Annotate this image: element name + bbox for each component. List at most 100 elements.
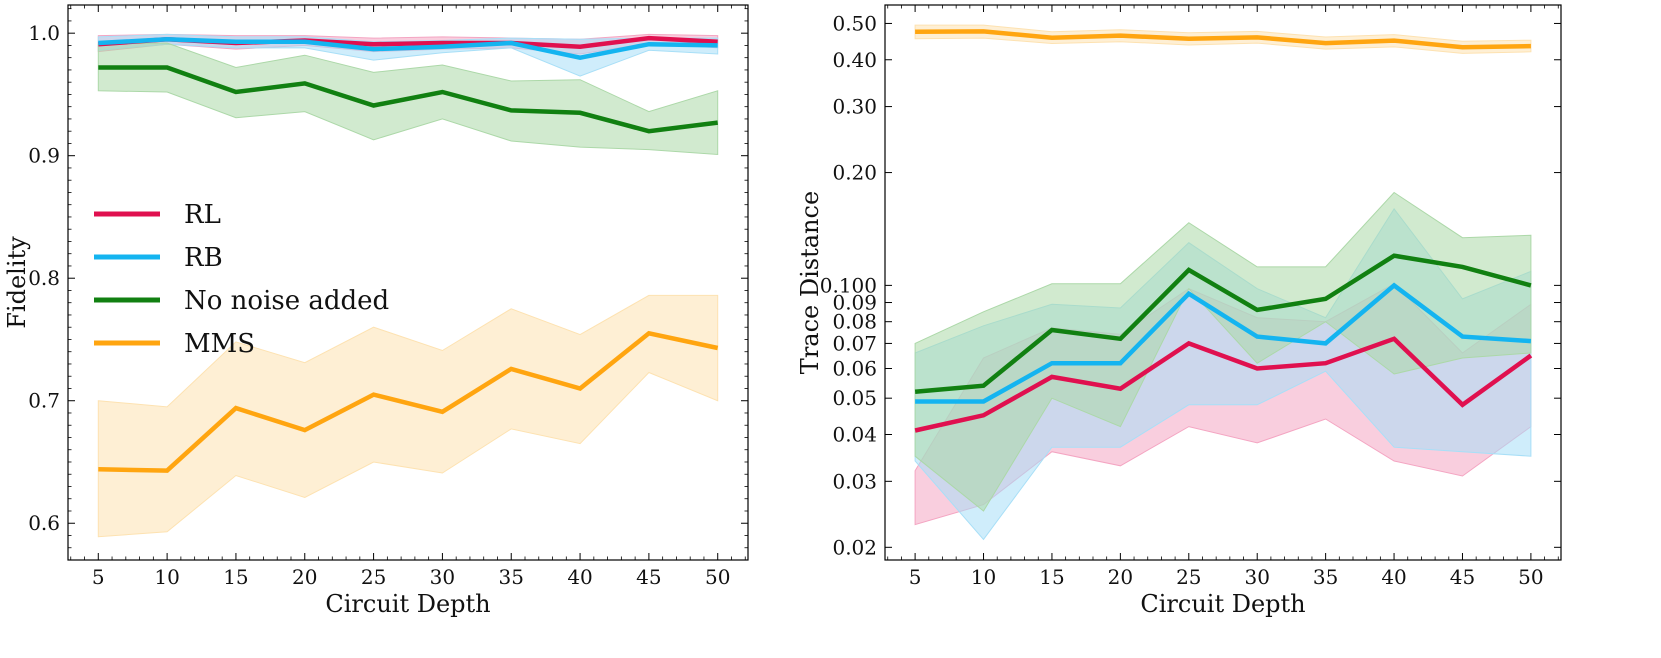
y-tick-label: 0.06 [832, 357, 877, 381]
y-tick-label: 0.08 [832, 310, 877, 334]
x-tick-label: 30 [430, 565, 455, 589]
rb-line [915, 282, 1532, 404]
plot-frame [884, 4, 1562, 561]
mms-point [1460, 45, 1464, 49]
rb-point [981, 399, 985, 403]
x-tick-label: 5 [909, 565, 922, 589]
mms-point [234, 406, 238, 410]
rl-point [1529, 353, 1533, 357]
rb-point [716, 43, 720, 47]
no-noise-added-point [440, 90, 444, 94]
mms-point [165, 468, 169, 472]
rl-point [1323, 361, 1327, 365]
rb-point [1529, 339, 1533, 343]
mms-point [1255, 35, 1259, 39]
x-tick-label: 25 [1176, 565, 1201, 589]
x-axis-label: Circuit Depth [325, 590, 490, 618]
x-tick-label: 50 [1518, 565, 1543, 589]
y-tick-label: 0.02 [832, 535, 877, 559]
rl-point [1118, 387, 1122, 391]
mms-point [913, 30, 917, 34]
rl-point [1187, 341, 1191, 345]
rb-point [1392, 283, 1396, 287]
legend-label-mms: MMS [184, 329, 255, 359]
rl-point [1392, 337, 1396, 341]
x-tick-label: 35 [499, 565, 524, 589]
x-tick-label: 45 [1450, 565, 1475, 589]
no-noise-added-point [716, 120, 720, 124]
no-noise-added-line [98, 65, 718, 134]
x-tick-label: 40 [1381, 565, 1406, 589]
no-noise-added-point [578, 111, 582, 115]
x-tick-label: 35 [1313, 565, 1338, 589]
plot-frame [67, 4, 749, 561]
mms-point [1050, 36, 1054, 40]
no-noise-added-point [1118, 337, 1122, 341]
mms-line [98, 330, 719, 473]
x-tick-label: 5 [92, 565, 105, 589]
rb-point [647, 42, 651, 46]
x-tick-label: 50 [705, 565, 730, 589]
y-tick-label: 0.07 [832, 331, 877, 355]
mms-confidence-band [97, 294, 719, 538]
y-tick-label: 0.20 [832, 161, 877, 185]
x-tick-label: 30 [1244, 565, 1269, 589]
rb-point [303, 40, 307, 44]
x-tick-label: 10 [154, 565, 179, 589]
rb-point [509, 41, 513, 45]
rb-point [1323, 341, 1327, 345]
x-tick-label: 15 [223, 565, 248, 589]
y-tick-label: 0.03 [832, 469, 877, 493]
y-tick-label: 0.40 [832, 48, 877, 72]
rb-point [1118, 361, 1122, 365]
rb-point [1460, 334, 1464, 338]
no-noise-added-point [96, 65, 100, 69]
y-tick-label: 0.30 [832, 95, 877, 119]
rb-line [98, 37, 718, 60]
mms-point [96, 467, 100, 471]
rl-point [913, 428, 917, 432]
mms-point [1392, 38, 1396, 42]
y-tick-label: 1.0 [28, 21, 60, 45]
y-tick-label: 0.7 [28, 389, 60, 413]
mms-point [981, 29, 985, 33]
rb-point [1255, 334, 1259, 338]
no-noise-added-point [647, 129, 651, 133]
no-noise-added-point [234, 90, 238, 94]
y-tick-label: 0.04 [832, 423, 877, 447]
y-tick-label: 0.09 [832, 291, 877, 315]
x-tick-label: 20 [292, 565, 317, 589]
x-tick-label: 20 [1108, 565, 1133, 589]
no-noise-added-point [1460, 265, 1464, 269]
rb-point [440, 45, 444, 49]
mms-point [440, 410, 444, 414]
y-tick-label: 0.100 [820, 273, 877, 297]
mms-point [647, 331, 651, 335]
rb-point [165, 37, 169, 41]
no-noise-added-point [165, 65, 169, 69]
mms-point [578, 386, 582, 390]
rl-point [1460, 403, 1464, 407]
no-noise-added-point [303, 81, 307, 85]
mms-point [1187, 37, 1191, 41]
no-noise-added-point [913, 390, 917, 394]
x-tick-label: 10 [971, 565, 996, 589]
rb-point [578, 56, 582, 60]
no-noise-added-point [1529, 283, 1533, 287]
rl-point [981, 413, 985, 417]
x-tick-label: 45 [636, 565, 661, 589]
mms-point [1323, 41, 1327, 45]
rl-line [914, 336, 1533, 433]
fidelity-panel: 5 10 15 20 25 30 35 40 45 50 0.6 0.7 0.8 0.9 1.0 Circui… [3, 4, 749, 618]
y-tick-label: 0.6 [28, 511, 60, 535]
y-axis-label: Trace Distance [796, 191, 824, 374]
rl-point [647, 36, 651, 40]
rb-point [96, 41, 100, 45]
no-noise-added-point [1392, 254, 1396, 258]
no-noise-added-line [914, 253, 1532, 395]
y-tick-label: 0.05 [832, 386, 877, 410]
rb-point [1187, 292, 1191, 296]
no-noise-added-point [509, 108, 513, 112]
legend-label-no-noise-added: No noise added [184, 286, 389, 316]
